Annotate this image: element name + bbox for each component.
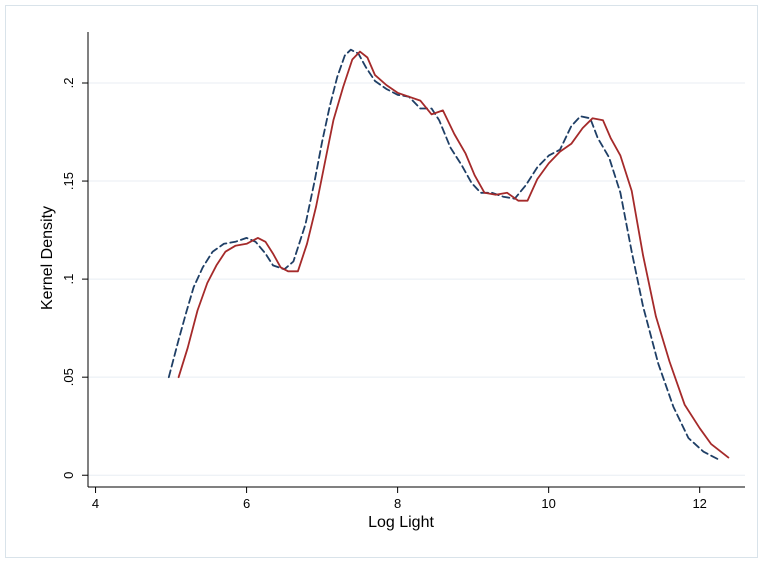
x-tick-label-1: 6 — [243, 496, 250, 511]
y-tick-label-2: .1 — [61, 274, 76, 285]
y-tick-label-4: .2 — [61, 78, 76, 89]
y-tick-label-1: .05 — [61, 368, 76, 386]
x-tick-label-3: 10 — [541, 496, 555, 511]
solid-density-line-1 — [177, 50, 730, 459]
y-axis-label: Kernel Density — [39, 206, 56, 310]
series-layer — [167, 48, 730, 461]
x-axis-label: Log Light — [368, 514, 434, 531]
dashed-density-line-0 — [167, 48, 720, 461]
x-tick-label-2: 8 — [394, 496, 401, 511]
axes-layer: 0 .05 .1 .15 .2 4 6 8 10 12 — [61, 32, 745, 511]
y-tick-label-3: .15 — [61, 172, 76, 190]
x-tick-label-4: 12 — [692, 496, 706, 511]
y-tick-label-0: 0 — [61, 472, 76, 479]
x-tick-label-0: 4 — [92, 496, 99, 511]
